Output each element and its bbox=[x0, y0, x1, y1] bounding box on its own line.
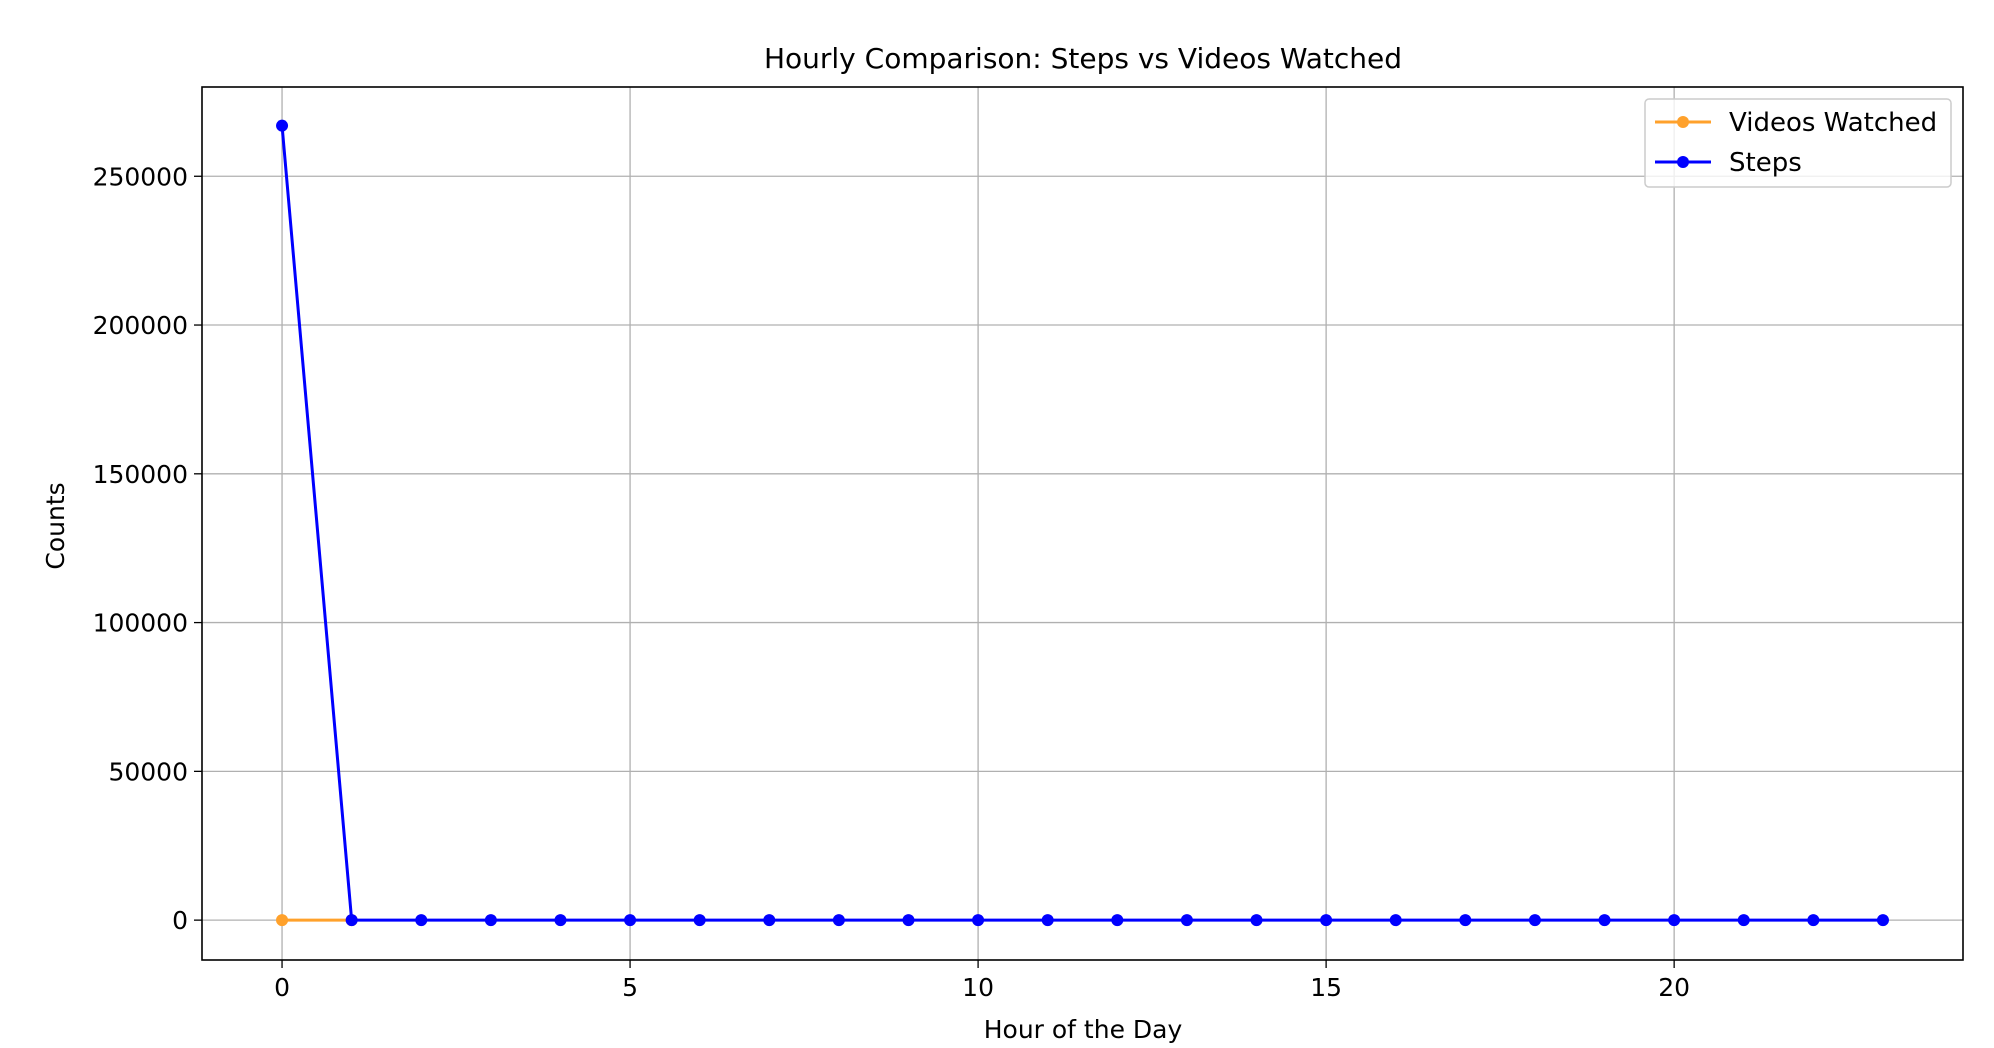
data-point-steps bbox=[1668, 914, 1681, 927]
y-axis-ticks: 0 50000 100000 150000 200000 250000 bbox=[93, 162, 202, 935]
legend-frame bbox=[1644, 98, 1952, 188]
x-axis-ticks: 0 5 10 15 20 bbox=[274, 960, 1690, 1002]
data-point-steps bbox=[276, 119, 289, 132]
data-point-steps bbox=[1111, 914, 1124, 927]
chart-title: Hourly Comparison: Steps vs Videos Watch… bbox=[764, 42, 1402, 75]
data-point-steps bbox=[624, 914, 637, 927]
data-point-steps bbox=[554, 914, 567, 927]
y-tick-label: 100000 bbox=[93, 609, 188, 638]
data-point-steps bbox=[902, 914, 915, 927]
y-tick-label: 50000 bbox=[108, 757, 188, 786]
data-point-steps bbox=[832, 914, 845, 927]
x-tick-label: 5 bbox=[622, 973, 638, 1002]
data-point-videos-watched bbox=[276, 914, 289, 927]
data-point-steps bbox=[1528, 914, 1541, 927]
legend-marker-videos-watched bbox=[1677, 116, 1689, 128]
data-point-steps bbox=[415, 914, 428, 927]
data-point-steps bbox=[693, 914, 706, 927]
x-tick-label: 0 bbox=[274, 973, 290, 1002]
data-point-steps bbox=[484, 914, 497, 927]
data-point-steps bbox=[345, 914, 358, 927]
legend-label-steps: Steps bbox=[1729, 148, 1802, 178]
x-tick-label: 10 bbox=[962, 973, 994, 1002]
data-point-steps bbox=[763, 914, 776, 927]
data-point-steps bbox=[1041, 914, 1054, 927]
x-axis-label: Hour of the Day bbox=[984, 1015, 1183, 1044]
data-point-steps bbox=[1320, 914, 1333, 927]
data-point-steps bbox=[1737, 914, 1750, 927]
data-point-steps bbox=[1459, 914, 1472, 927]
y-tick-label: 250000 bbox=[93, 162, 188, 191]
series-line-steps bbox=[280, 125, 1883, 922]
grid bbox=[202, 87, 1963, 960]
data-point-steps bbox=[1250, 914, 1263, 927]
series-lines bbox=[276, 119, 1889, 927]
data-point-steps bbox=[1876, 914, 1889, 927]
plot-area-frame bbox=[201, 86, 1964, 961]
data-point-steps bbox=[1180, 914, 1193, 927]
legend-marker-steps bbox=[1677, 156, 1689, 168]
data-point-steps bbox=[1389, 914, 1402, 927]
data-point-steps bbox=[972, 914, 985, 927]
legend: Videos Watched Steps bbox=[1644, 98, 1952, 188]
y-tick-label: 0 bbox=[172, 906, 188, 935]
x-tick-label: 20 bbox=[1658, 973, 1690, 1002]
data-point-steps bbox=[1807, 914, 1820, 927]
y-tick-label: 150000 bbox=[93, 460, 188, 489]
y-tick-label: 200000 bbox=[93, 311, 188, 340]
y-axis-label: Counts bbox=[41, 482, 70, 569]
legend-label-videos-watched: Videos Watched bbox=[1729, 108, 1937, 138]
data-point-steps bbox=[1598, 914, 1611, 927]
x-tick-label: 15 bbox=[1310, 973, 1342, 1002]
